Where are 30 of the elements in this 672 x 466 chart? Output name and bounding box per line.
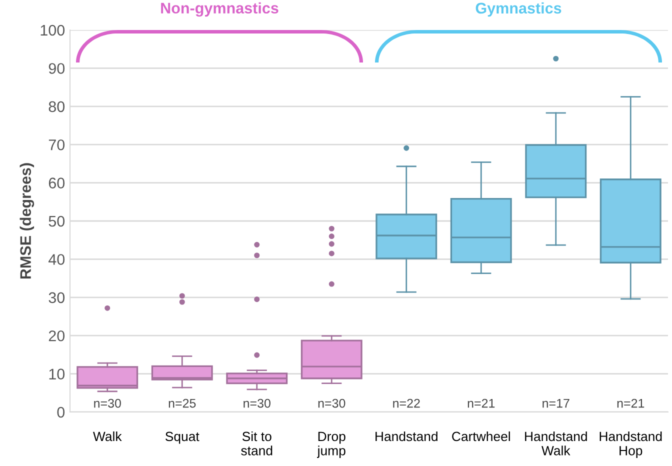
- text: Gymnastics: [476, 2, 562, 17]
- x-tick-label: Walk: [93, 431, 122, 442]
- y-tick-label: 40: [48, 254, 65, 265]
- annotation: n=17: [542, 398, 570, 408]
- x-tick-label: Cartwheel: [452, 431, 510, 442]
- annotation: n=21: [468, 398, 495, 408]
- y-tick-label: 80: [48, 101, 65, 112]
- annotation: n=30: [318, 398, 346, 408]
- x-tick-label: Handstand Walk: [525, 431, 587, 456]
- y-tick-label: 60: [48, 178, 65, 188]
- y-tick-label: 20: [48, 330, 65, 342]
- y-axis-title: RMSE (degrees): [20, 163, 34, 279]
- y-tick-label: 50: [48, 216, 65, 227]
- y-tick-label: 90: [48, 63, 65, 74]
- y-tick-label: 30: [48, 292, 65, 304]
- y-tick-label: 0: [57, 406, 65, 418]
- annotation: n=21: [617, 398, 644, 408]
- x-tick-label: Squat: [165, 432, 200, 444]
- annotation: n=30: [244, 398, 270, 408]
- y-tick-label: 10: [49, 368, 65, 380]
- x-tick-label: Handstand Hop: [600, 431, 662, 458]
- annotation: n=25: [168, 398, 196, 408]
- y-tick-label: 100: [40, 24, 65, 36]
- annotation: n=30: [94, 398, 121, 408]
- x-tick-label: Sit to stand: [241, 431, 272, 456]
- x-tick-label: Drop jump: [317, 432, 346, 458]
- text: Non-gymnastics: [161, 2, 278, 17]
- annotation: n=22: [393, 398, 420, 408]
- y-tick-label: 70: [48, 139, 65, 150]
- x-tick-label: Handstand: [376, 431, 438, 442]
